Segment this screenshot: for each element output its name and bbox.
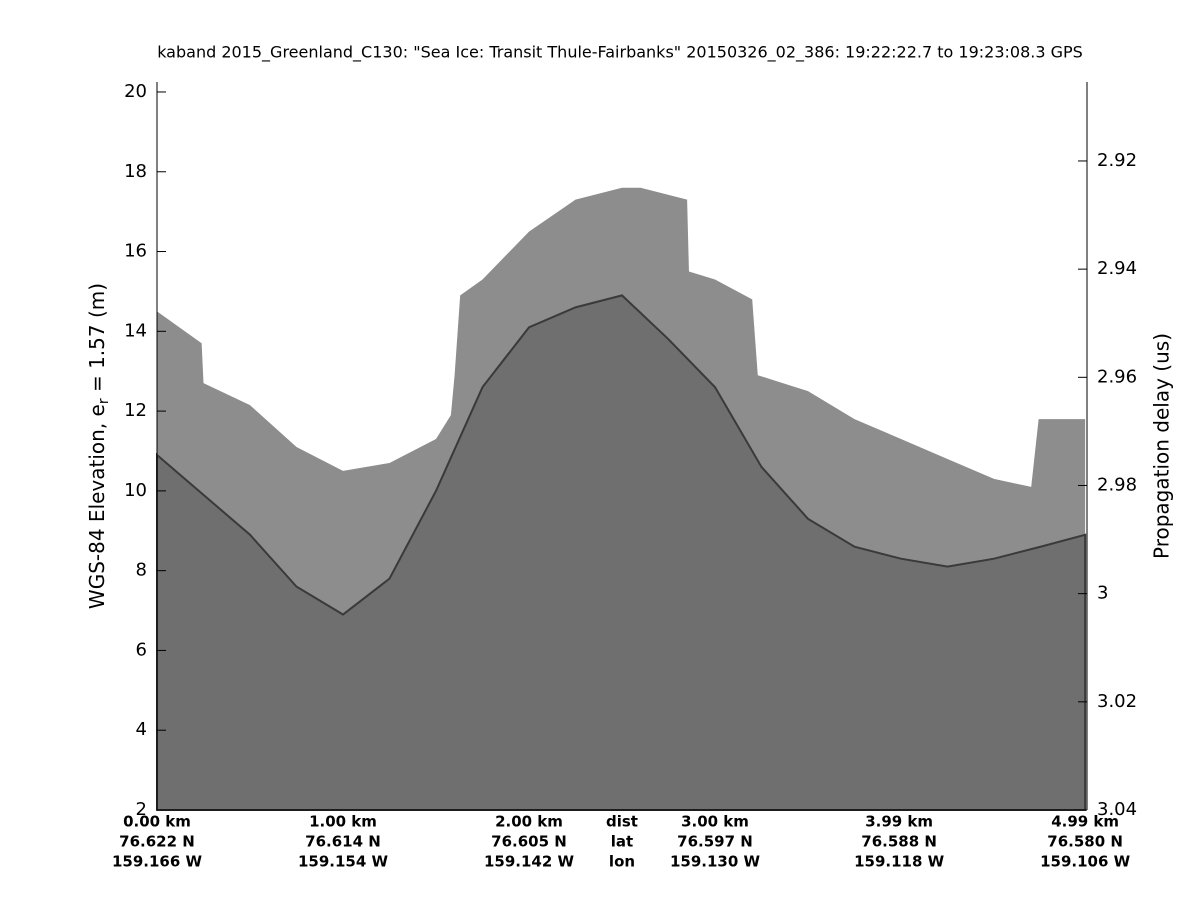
x-tick-label: 3.99 km [865, 813, 933, 831]
x-tick-label: 3.00 km [681, 813, 749, 831]
y2-axis-label: Propagation delay (us) [1150, 333, 1174, 559]
lon-label: 159.118 W [854, 853, 945, 871]
x-tick-label: 4.99 km [1051, 813, 1119, 831]
y-tick-label: 16 [124, 241, 147, 262]
x-tick-label: 2.00 km [495, 813, 563, 831]
chart-title: kaband 2015_Greenland_C130: "Sea Ice: Tr… [157, 43, 1083, 63]
y2-tick-label: 2.94 [1097, 258, 1137, 279]
x-tick-label: 0.00 km [123, 813, 191, 831]
y-tick-label: 6 [136, 639, 147, 660]
echo-region [156, 294, 1087, 811]
lat-label: 76.622 N [119, 833, 195, 851]
y-label-text: WGS-84 Elevation, e [85, 404, 109, 609]
y2-tick-label: 3.04 [1097, 799, 1137, 820]
lat-label: 76.597 N [677, 833, 753, 851]
y-tick-label: 4 [136, 719, 147, 740]
lat-label: 76.588 N [861, 833, 937, 851]
y-tick-label: 12 [124, 400, 147, 421]
lon-label: 159.106 W [1040, 853, 1131, 871]
lon-label: 159.166 W [112, 853, 203, 871]
y-label-text: = 1.57 (m) [85, 283, 109, 398]
y-tick-label: 20 [124, 81, 147, 102]
lon-label: 159.154 W [298, 853, 389, 871]
y-tick-label: 8 [136, 560, 147, 581]
row-label: lon [609, 853, 635, 871]
y-label-subscript: r [96, 398, 112, 404]
lat-label: 76.614 N [305, 833, 381, 851]
y-axis-label: WGS-84 Elevation, er = 1.57 (m) [85, 283, 113, 609]
lat-label: 76.580 N [1047, 833, 1123, 851]
y2-tick-label: 3.02 [1097, 691, 1137, 712]
y-tick-label: 18 [124, 161, 147, 182]
lat-label: 76.605 N [491, 833, 567, 851]
lon-label: 159.130 W [670, 853, 761, 871]
y2-tick-label: 2.98 [1097, 474, 1137, 495]
y-tick-label: 2 [136, 799, 147, 820]
row-label: lat [611, 833, 633, 851]
row-label: dist [606, 813, 638, 831]
y2-tick-label: 2.92 [1097, 150, 1137, 171]
x-tick-label: 1.00 km [309, 813, 377, 831]
y2-tick-label: 2.96 [1097, 366, 1137, 387]
lon-label: 159.142 W [484, 853, 575, 871]
y-tick-label: 14 [124, 320, 147, 341]
y2-tick-label: 3 [1097, 583, 1108, 604]
y-tick-label: 10 [124, 480, 147, 501]
